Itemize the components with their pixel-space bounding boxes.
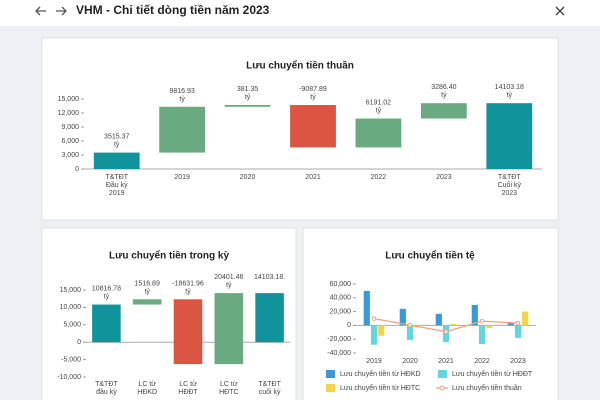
bar — [522, 311, 529, 326]
chart-title: Lưu chuyển tiền thuần — [246, 60, 354, 72]
x-tick-label: T&TĐT Đầu kỳ 2019 — [105, 174, 128, 197]
x-tick-label: LC từ HĐĐT — [178, 381, 198, 396]
bar — [93, 152, 140, 169]
bar — [450, 324, 457, 326]
bar — [486, 325, 493, 329]
x-tick-label: LC từ HĐKD — [137, 381, 157, 396]
back-button[interactable] — [35, 6, 46, 16]
card — [302, 227, 559, 400]
bar — [406, 325, 414, 340]
bar — [92, 304, 121, 343]
value-label: -18631.96 tỷ — [172, 280, 204, 295]
value-label: 381.35 tỷ — [237, 86, 259, 101]
bar — [355, 118, 402, 148]
x-tick-label: 2023 — [436, 174, 452, 181]
value-label: 10816.78 tỷ — [92, 285, 121, 300]
x-tick-label: 2022 — [474, 358, 490, 365]
legend-label: Lưu chuyển tiền từ HĐTC — [340, 383, 420, 392]
value-label: -9087.89 tỷ — [299, 86, 327, 101]
chart-title: Lưu chuyển tiền trong kỳ — [109, 250, 229, 262]
y-tick-label: 6,000 — [61, 138, 79, 145]
chart-title: Lưu chuyển tiền tệ — [385, 250, 475, 262]
y-tick-label: 40,000 — [330, 295, 352, 302]
line-point — [407, 322, 413, 328]
bar — [507, 322, 514, 326]
legend-swatch — [438, 370, 447, 378]
bar — [224, 105, 271, 107]
legend-label: Lưu chuyển tiền từ HĐĐT — [452, 369, 533, 378]
x-tick-label: 2022 — [371, 174, 387, 181]
value-label: 6191.02 tỷ — [366, 99, 391, 114]
y-tick-label: 0 — [347, 322, 351, 329]
line-point — [515, 320, 521, 326]
x-tick-label: 2021 — [438, 358, 454, 365]
y-tick-label: 15,000 — [60, 287, 82, 294]
bar — [378, 325, 385, 336]
bar — [255, 293, 284, 343]
value-label: 3286.40 tỷ — [431, 84, 456, 99]
y-tick-label: -40,000 — [327, 350, 351, 357]
bar — [173, 299, 203, 365]
bar — [478, 325, 486, 345]
y-tick-label: 9,000 — [61, 124, 79, 131]
x-tick-label: 2019 — [174, 174, 190, 181]
value-label: 14103.18 tỷ — [495, 84, 524, 99]
bar — [363, 290, 370, 326]
bar — [214, 293, 244, 365]
legend-swatch — [326, 384, 335, 392]
y-tick-label: -5,000 — [61, 356, 81, 363]
x-tick-label: 2023 — [510, 358, 526, 365]
forward-button[interactable] — [56, 6, 67, 16]
x-tick-label: T&TĐT cuối kỳ — [258, 381, 281, 396]
y-tick-label: 0 — [75, 166, 79, 173]
bar — [159, 106, 206, 153]
line-point — [479, 318, 485, 324]
y-tick-label: 3,000 — [61, 152, 79, 159]
y-tick-label: 12,000 — [58, 110, 80, 117]
x-tick-label: 2019 — [366, 358, 382, 365]
y-tick-label: 20,000 — [330, 308, 352, 315]
x-tick-label: T&TĐT Cuối kỳ 2023 — [498, 174, 522, 197]
x-tick-label: 2021 — [305, 174, 321, 181]
legend-label: Lưu chuyển tiền từ HĐKD — [340, 369, 421, 378]
y-tick-label: -20,000 — [327, 336, 351, 343]
y-tick-label: -10,000 — [57, 374, 81, 381]
value-label: 3515.37 tỷ — [104, 133, 129, 148]
legend-label: Lưu chuyển tiền thuần — [452, 383, 522, 392]
bar — [435, 313, 442, 326]
value-label: 9816.93 tỷ — [169, 88, 194, 103]
legend-swatch — [439, 385, 445, 391]
y-tick-label: 10,000 — [60, 304, 82, 311]
y-tick-label: 0 — [77, 339, 81, 346]
x-tick-label: T&TĐT đầu kỳ — [95, 381, 118, 396]
y-tick-label: 15,000 — [58, 96, 80, 103]
bar — [399, 308, 406, 326]
header-bar — [0, 0, 600, 26]
bar — [132, 299, 162, 305]
y-tick-label: 60,000 — [330, 281, 352, 288]
bar — [486, 103, 533, 169]
line-point — [443, 329, 449, 334]
bar — [420, 103, 467, 119]
bar — [370, 325, 378, 345]
x-tick-label: 2020 — [240, 174, 256, 181]
bar — [471, 304, 478, 326]
y-tick-label: 5,000 — [63, 322, 81, 329]
card — [41, 37, 559, 221]
legend-swatch — [326, 370, 335, 378]
x-tick-label: LC từ HĐTC — [219, 381, 238, 396]
bar — [290, 105, 336, 148]
close-button[interactable] — [555, 6, 565, 16]
value-label: 14103.18. — [254, 274, 285, 281]
header-title: VHM - Chi tiết dòng tiền năm 2023 — [76, 3, 270, 17]
value-label: 20401.46 tỷ — [214, 274, 243, 289]
bar — [514, 325, 522, 338]
card — [41, 227, 297, 400]
x-tick-label: 2020 — [402, 358, 418, 365]
line-point — [371, 316, 377, 321]
value-label: 1516.89 tỷ — [135, 280, 160, 295]
